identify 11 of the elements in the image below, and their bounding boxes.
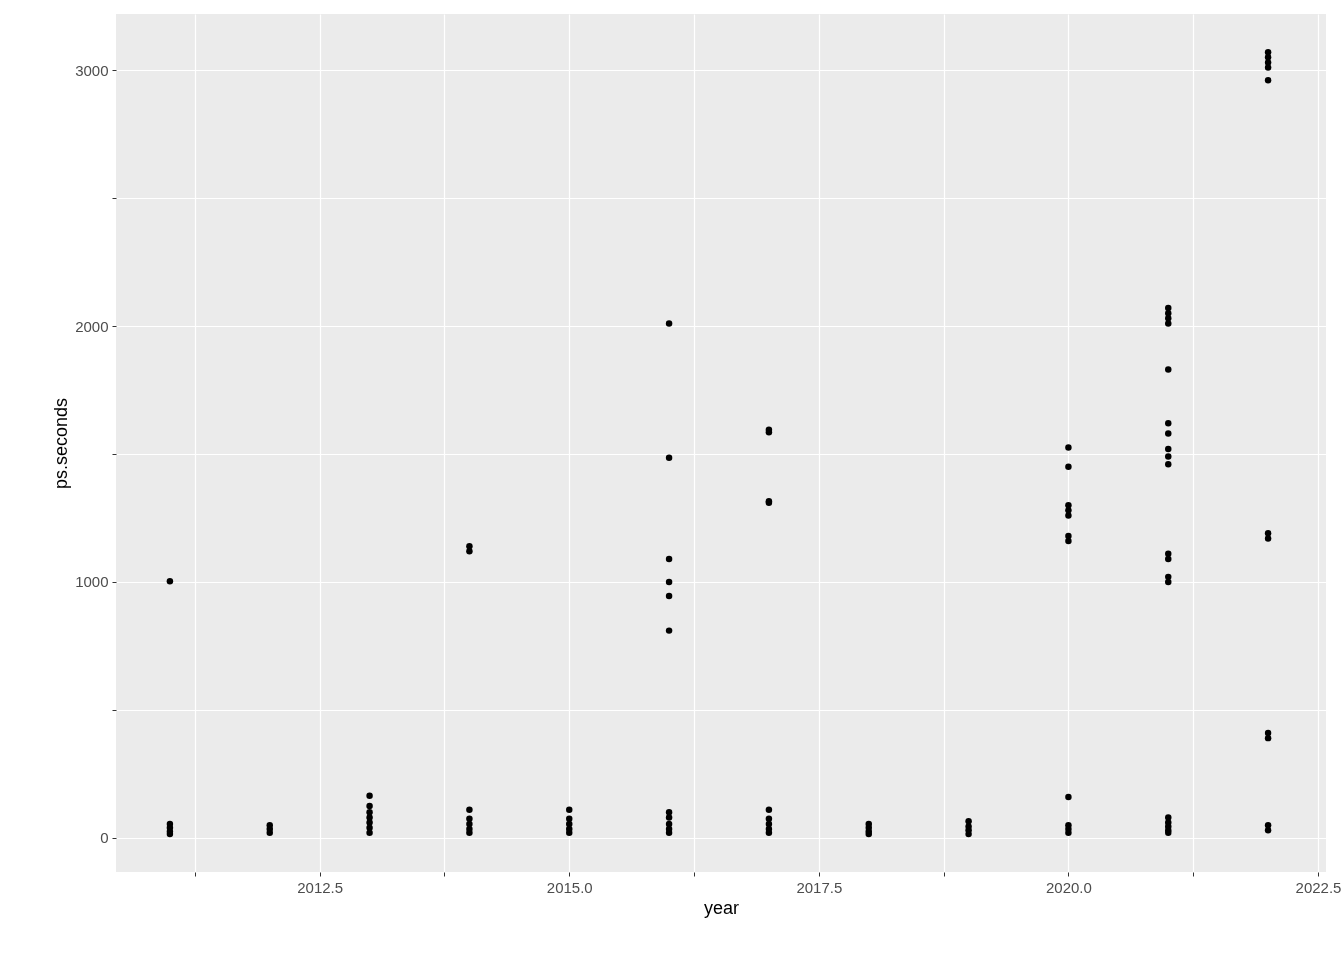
x-tick-label: 2012.5 xyxy=(297,878,344,896)
y-tick-label: 0 xyxy=(100,829,109,847)
y-tick-label: 2000 xyxy=(75,317,109,335)
y-tick-label: 1000 xyxy=(75,573,109,591)
x-tick-label: 2020.0 xyxy=(1045,878,1092,896)
x-tick-label: 2015.0 xyxy=(546,878,593,896)
y-tick-label: 3000 xyxy=(75,61,109,79)
x-tick-label: 2022.5 xyxy=(1295,878,1342,896)
x-tick-label: 2017.5 xyxy=(796,878,843,896)
y-axis-title: ps.seconds xyxy=(51,397,72,490)
x-axis-title: year xyxy=(703,897,740,918)
